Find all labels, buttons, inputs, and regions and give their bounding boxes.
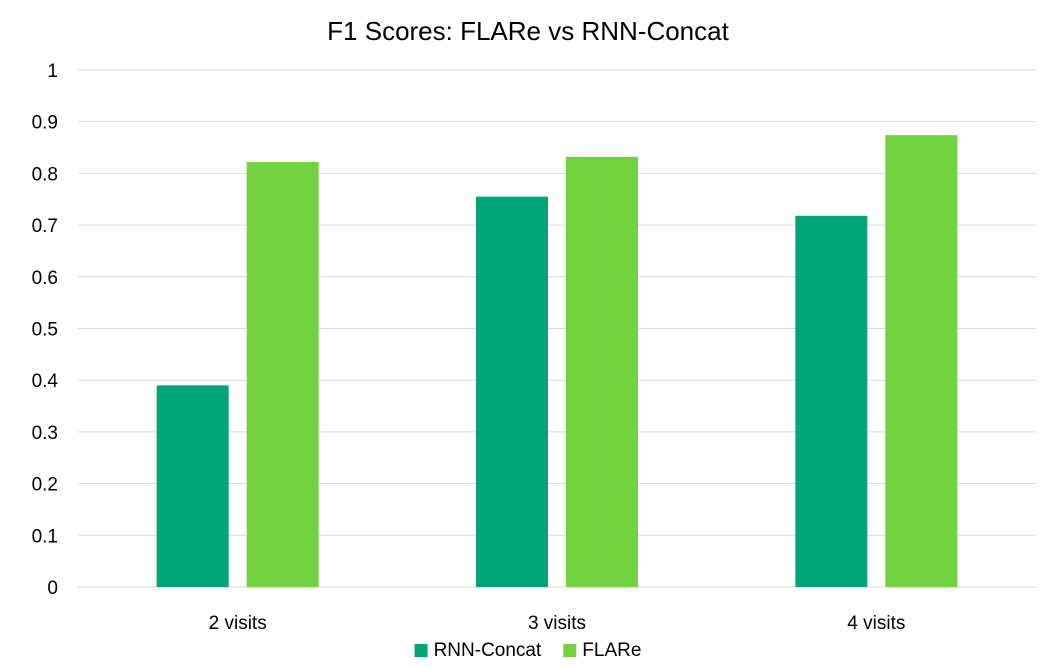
- y-tick-label: 0.9: [32, 113, 58, 134]
- y-tick-label: 0.1: [32, 526, 58, 547]
- bar-rnn-concat-4-visits: [795, 215, 868, 587]
- chart-title: F1 Scores: FLARe vs RNN-Concat: [327, 16, 729, 46]
- legend-swatch: [563, 644, 577, 657]
- x-category-label: 4 visits: [847, 613, 905, 634]
- x-category-label: 3 visits: [528, 613, 586, 634]
- y-tick-label: 0.2: [32, 475, 58, 496]
- legend-item: FLARe: [563, 640, 641, 661]
- y-tick-label: 0.5: [32, 320, 58, 341]
- gridlines: [78, 69, 1036, 588]
- legend: RNN-Concat FLARe: [414, 640, 641, 661]
- x-category-label: 2 visits: [209, 613, 267, 634]
- bar-flare-2-visits: [246, 162, 319, 587]
- legend-item: RNN-Concat: [414, 640, 542, 661]
- legend-swatch: [414, 644, 428, 657]
- bar-rnn-concat-3-visits: [476, 196, 548, 588]
- legend-label: RNN-Concat: [434, 640, 542, 661]
- legend-label: FLARe: [582, 640, 641, 661]
- bar-flare-4-visits: [885, 135, 958, 587]
- y-tick-label: 1: [47, 61, 58, 82]
- bar-rnn-concat-2-visits: [156, 385, 229, 587]
- y-tick-label: 0.7: [32, 216, 58, 237]
- bar-flare-3-visits: [566, 156, 638, 587]
- y-tick-label: 0.4: [32, 371, 59, 392]
- y-tick-label: 0.3: [32, 423, 58, 444]
- x-axis-category-labels: 2 visits 3 visits 4 visits: [209, 613, 906, 634]
- bars: [156, 135, 958, 588]
- y-tick-label: 0.8: [32, 164, 58, 185]
- y-tick-label: 0: [47, 578, 58, 599]
- y-axis-tick-labels: 0 0.1 0.2 0.3 0.4 0.5 0.6 0.7 0.8 0.9 1: [32, 61, 59, 599]
- y-tick-label: 0.6: [32, 268, 58, 289]
